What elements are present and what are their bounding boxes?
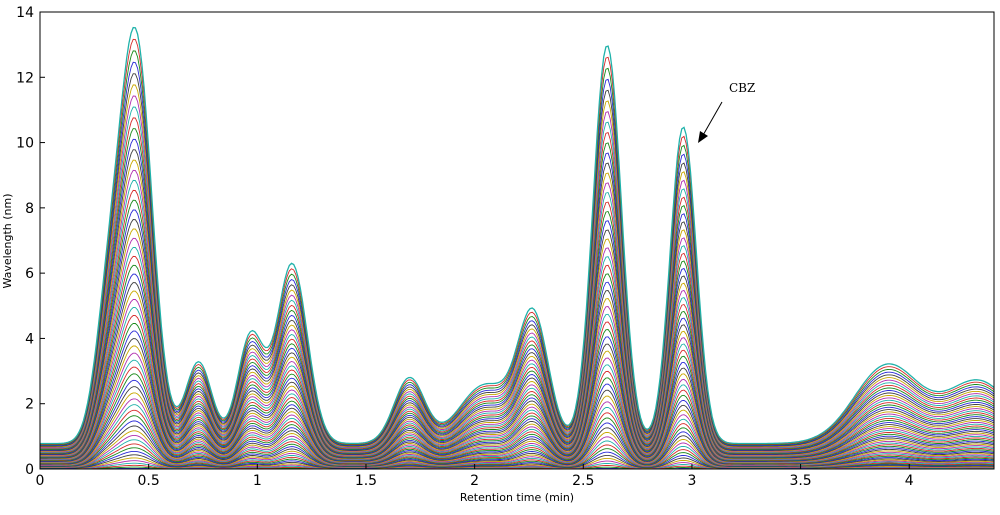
chromatogram-series-line (40, 398, 995, 466)
chromatogram-series-line (40, 338, 995, 462)
chromatogram-series-line (40, 345, 995, 463)
y-tick-label: 12 (16, 70, 34, 86)
chromatogram-series-line (40, 330, 995, 462)
y-axis-title: Wavelength (nm) (1, 193, 14, 288)
chromatogram-series-line (40, 237, 995, 457)
chromatogram-series-line (40, 209, 995, 455)
plot-frame (39, 11, 995, 470)
x-tick-label: 1.5 (355, 473, 377, 489)
chromatogram-series-line (40, 84, 995, 448)
annotation-label: CBZ (729, 81, 755, 95)
y-tick-label: 0 (25, 462, 34, 478)
series-layer (40, 26, 995, 470)
x-tick-label: 0.5 (138, 473, 160, 489)
x-tick-label: 1 (253, 473, 262, 489)
chromatogram-series-line (40, 149, 995, 452)
chromatogram-series-line (40, 290, 995, 460)
chromatogram-series-line (40, 425, 995, 467)
x-tick-label: 3.5 (789, 473, 811, 489)
x-tick-label: 4 (905, 473, 914, 489)
chromatogram-series-line (40, 420, 995, 467)
y-tick-label: 10 (16, 136, 34, 152)
x-axis-ticks: 0 0.5 1 1.5 2 2.5 3 3.5 4 (36, 464, 914, 489)
chromatogram-series-line (40, 404, 995, 466)
chromatogram-series-line (40, 159, 995, 452)
chromatogram-series-line (40, 264, 995, 458)
chromatogram-series-line (40, 307, 995, 461)
chromatogram-series-line (40, 409, 995, 467)
x-tick-label: 0 (36, 473, 45, 489)
chromatogram-series-line (40, 179, 995, 453)
chromatogram-series-line (40, 95, 995, 448)
chromatogram-series-line (40, 117, 995, 450)
chromatogram-series-line (40, 106, 995, 449)
chromatogram-series-line (40, 366, 995, 464)
chromatogram-series-line (40, 219, 995, 456)
chromatogram-series-line (40, 61, 995, 446)
x-tick-label: 3 (687, 473, 696, 489)
chromatogram-series-line (40, 386, 995, 465)
chromatogram-series-line (40, 169, 995, 453)
chromatogram-series-line (40, 189, 995, 454)
y-tick-label: 14 (16, 5, 34, 21)
chromatogram-series-line (40, 38, 995, 445)
chromatogram-series-line (40, 315, 995, 461)
chromatogram-series-line (40, 298, 995, 460)
chromatogram-series-line (40, 26, 995, 445)
chromatogram-series-line (40, 282, 995, 459)
chromatogram-series-line (40, 322, 995, 462)
chromatogram-series-line (40, 392, 995, 466)
x-axis-title: Retention time (min) (460, 491, 574, 504)
chromatogram-series-line (40, 359, 995, 464)
chromatogram-series-line (40, 443, 995, 469)
chromatogram-series-line (40, 434, 995, 468)
chromatogram-series-line (40, 373, 995, 464)
chromatogram-series-line (40, 228, 995, 456)
chromatogram-series-line (40, 255, 995, 458)
chromatogram-series-line (40, 430, 995, 468)
cbz-annotation: CBZ (698, 81, 755, 143)
chromatogram-series-line (40, 246, 995, 457)
chromatogram-series-line (40, 273, 995, 459)
y-tick-label: 2 (25, 397, 34, 413)
chromatogram-series-line (40, 128, 995, 450)
chromatogram-series-line (40, 50, 995, 446)
chromatogram-series-line (40, 352, 995, 463)
y-tick-label: 8 (25, 201, 34, 217)
y-axis-ticks: 0 2 4 6 8 10 12 14 (16, 5, 45, 478)
y-tick-label: 6 (25, 266, 34, 282)
chromatogram-series-line (40, 379, 995, 465)
chromatogram-series-line (40, 415, 995, 467)
chromatogram-series-line (40, 73, 995, 447)
x-tick-label: 2 (470, 473, 479, 489)
x-tick-label: 2.5 (572, 473, 594, 489)
y-tick-label: 4 (25, 331, 34, 347)
chromatogram-series-line (40, 199, 995, 454)
annotation-arrow-line (701, 101, 723, 138)
chromatogram-series-line (40, 138, 995, 451)
annotation-arrow-head (698, 131, 708, 143)
